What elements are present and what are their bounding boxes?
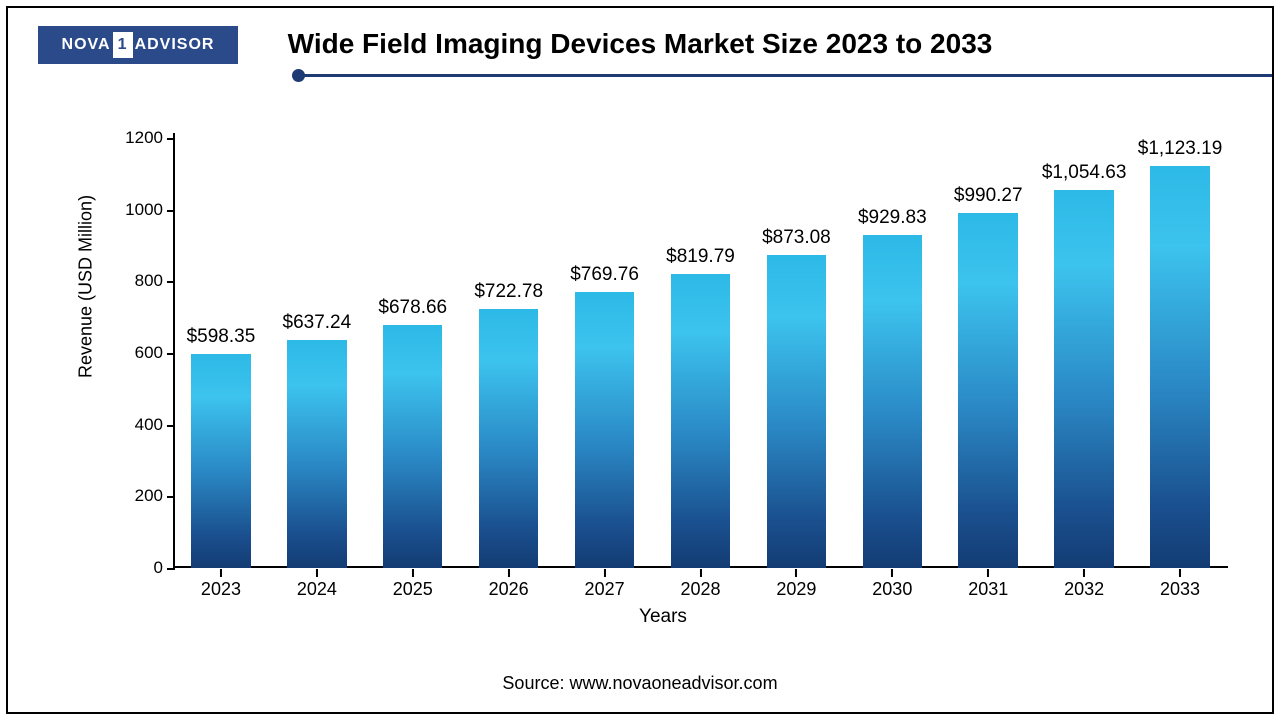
bar-value-label: $678.66 <box>378 297 447 319</box>
x-tick: 2032 <box>1064 579 1104 600</box>
title-underline <box>298 74 1272 77</box>
y-axis <box>173 133 175 568</box>
y-tick: 0 <box>113 558 163 578</box>
bar-value-label: $769.76 <box>570 264 639 286</box>
x-tick: 2027 <box>585 579 625 600</box>
source-text: Source: www.novaoneadvisor.com <box>8 673 1272 694</box>
bar <box>1150 166 1209 568</box>
x-tick: 2033 <box>1160 579 1200 600</box>
bar <box>958 213 1017 568</box>
y-tick: 800 <box>113 271 163 291</box>
y-tick: 1000 <box>113 200 163 220</box>
y-tick: 600 <box>113 343 163 363</box>
y-tick: 400 <box>113 415 163 435</box>
y-tick: 200 <box>113 486 163 506</box>
bar-value-label: $873.08 <box>762 227 831 249</box>
plot-area: 020040060080010001200$598.352023$637.242… <box>173 138 1228 568</box>
x-tick: 2023 <box>201 579 241 600</box>
bar-value-label: $929.83 <box>858 207 927 229</box>
bar <box>191 354 250 568</box>
x-tick: 2028 <box>680 579 720 600</box>
chart-area: Revenue (USD Million) 020040060080010001… <box>78 118 1248 638</box>
bar-value-label: $819.79 <box>666 246 735 268</box>
bar-value-label: $722.78 <box>474 281 543 303</box>
bar-value-label: $1,054.63 <box>1042 162 1127 184</box>
x-tick: 2026 <box>489 579 529 600</box>
bar-value-label: $637.24 <box>283 312 352 334</box>
bar-value-label: $598.35 <box>187 326 256 348</box>
bar-value-label: $990.27 <box>954 185 1023 207</box>
bar <box>863 235 922 568</box>
x-tick: 2029 <box>776 579 816 600</box>
bar <box>767 255 826 568</box>
bar <box>671 274 730 568</box>
y-axis-label: Revenue (USD Million) <box>76 195 97 378</box>
bar-value-label: $1,123.19 <box>1138 138 1223 160</box>
bar <box>1054 190 1113 568</box>
bar <box>383 325 442 568</box>
x-tick: 2030 <box>872 579 912 600</box>
x-axis-label: Years <box>78 606 1248 628</box>
y-tick: 1200 <box>113 128 163 148</box>
chart-frame: NOVA 1 ADVISOR Wide Field Imaging Device… <box>6 6 1274 714</box>
bar <box>287 340 346 568</box>
bar <box>575 292 634 568</box>
bar <box>479 309 538 568</box>
x-tick: 2025 <box>393 579 433 600</box>
chart-title: Wide Field Imaging Devices Market Size 2… <box>8 28 1272 60</box>
x-tick: 2024 <box>297 579 337 600</box>
x-tick: 2031 <box>968 579 1008 600</box>
